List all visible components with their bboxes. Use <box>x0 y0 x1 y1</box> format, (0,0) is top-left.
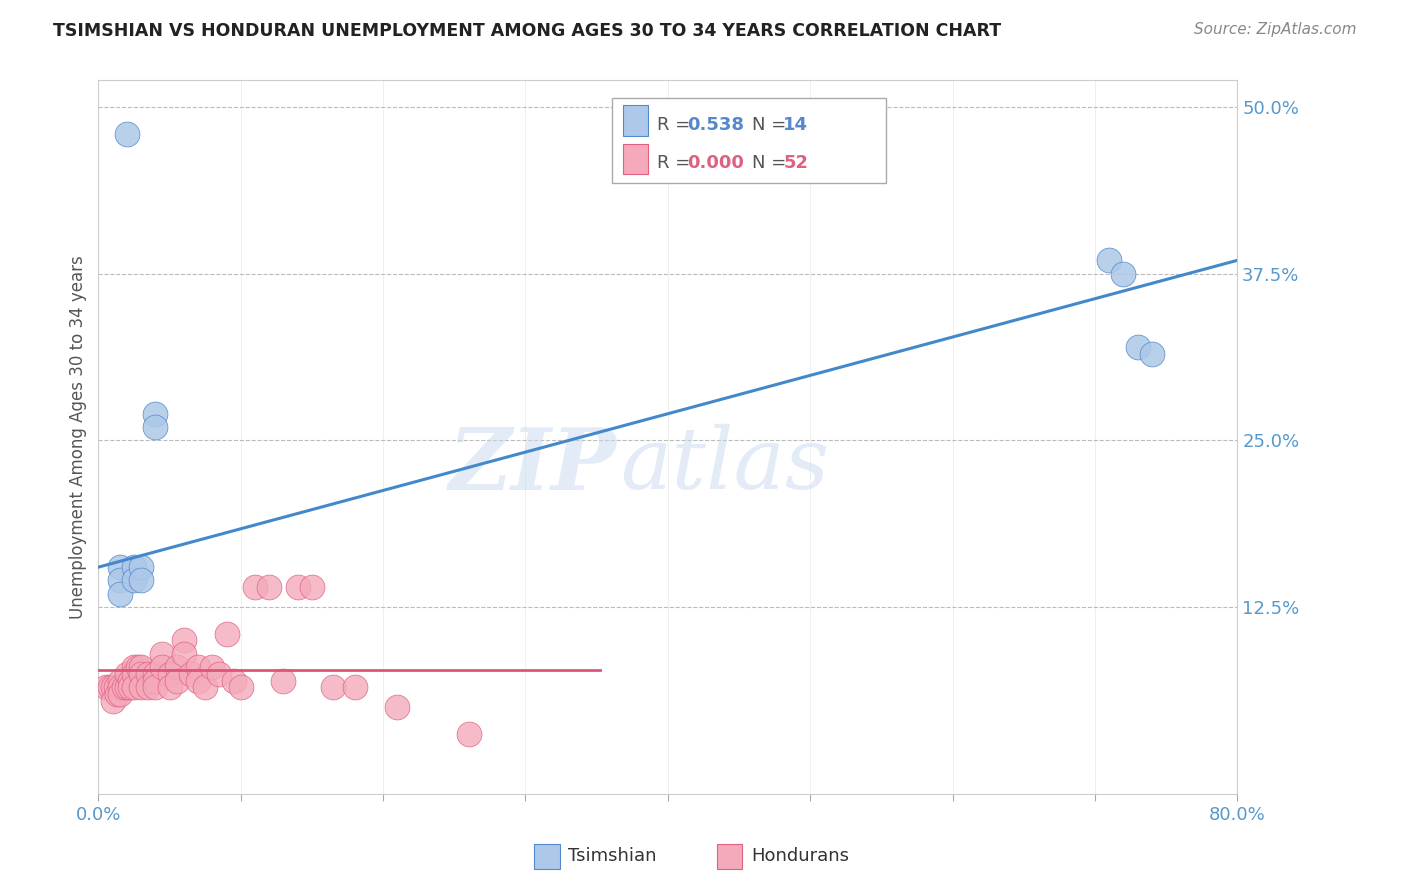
Point <box>129 660 152 674</box>
Point <box>112 680 135 694</box>
Y-axis label: Unemployment Among Ages 30 to 34 years: Unemployment Among Ages 30 to 34 years <box>69 255 87 619</box>
Point <box>173 633 195 648</box>
Point <box>108 687 131 701</box>
Point <box>145 407 167 421</box>
Point <box>343 680 366 694</box>
Point <box>122 680 145 694</box>
Point <box>101 680 124 694</box>
Point <box>115 666 138 681</box>
Point <box>387 700 409 714</box>
Point <box>222 673 245 688</box>
Point <box>136 666 159 681</box>
Point <box>187 673 209 688</box>
Point <box>1098 253 1121 268</box>
Point <box>129 574 152 588</box>
Point <box>208 666 231 681</box>
Point <box>1126 340 1149 354</box>
Point <box>129 666 152 681</box>
Point <box>301 580 323 594</box>
Text: R =: R = <box>657 154 696 172</box>
Point <box>122 666 145 681</box>
Text: 52: 52 <box>783 154 808 172</box>
Point <box>145 680 167 694</box>
Point <box>215 627 238 641</box>
Text: atlas: atlas <box>620 425 830 507</box>
Point <box>243 580 266 594</box>
Point <box>104 680 127 694</box>
Text: 0.538: 0.538 <box>688 116 745 134</box>
Point <box>201 660 224 674</box>
Point <box>108 680 131 694</box>
Point <box>152 647 174 661</box>
Point <box>115 680 138 694</box>
Point <box>129 680 152 694</box>
Point <box>180 666 202 681</box>
Point <box>1112 267 1135 281</box>
Text: R =: R = <box>657 116 696 134</box>
Point <box>108 673 131 688</box>
Text: ZIP: ZIP <box>449 424 617 508</box>
Point <box>108 560 131 574</box>
Text: N =: N = <box>752 154 792 172</box>
Point <box>259 580 281 594</box>
Text: Hondurans: Hondurans <box>751 847 849 865</box>
Point <box>145 666 167 681</box>
Point <box>127 660 149 674</box>
Point <box>166 660 188 674</box>
Point <box>194 680 217 694</box>
Text: 0.000: 0.000 <box>688 154 744 172</box>
Text: TSIMSHIAN VS HONDURAN UNEMPLOYMENT AMONG AGES 30 TO 34 YEARS CORRELATION CHART: TSIMSHIAN VS HONDURAN UNEMPLOYMENT AMONG… <box>53 22 1001 40</box>
Text: N =: N = <box>752 116 792 134</box>
Point <box>94 680 117 694</box>
Point <box>118 673 141 688</box>
Point <box>122 574 145 588</box>
Text: 14: 14 <box>783 116 808 134</box>
Point <box>287 580 309 594</box>
Point <box>108 574 131 588</box>
Point <box>322 680 344 694</box>
Point <box>152 660 174 674</box>
Point <box>457 727 479 741</box>
Point <box>122 660 145 674</box>
Point <box>159 666 181 681</box>
Point <box>98 680 121 694</box>
Point <box>105 687 128 701</box>
Text: Source: ZipAtlas.com: Source: ZipAtlas.com <box>1194 22 1357 37</box>
Point <box>159 680 181 694</box>
Point <box>273 673 295 688</box>
Point <box>166 673 188 688</box>
Point <box>229 680 252 694</box>
Point <box>136 680 159 694</box>
Point <box>118 680 141 694</box>
Point <box>108 587 131 601</box>
Point <box>122 560 145 574</box>
Point <box>173 647 195 661</box>
Point <box>101 693 124 707</box>
Point <box>129 560 152 574</box>
Point <box>145 420 167 434</box>
Text: Tsimshian: Tsimshian <box>568 847 657 865</box>
Point <box>145 673 167 688</box>
Point <box>115 127 138 141</box>
Point <box>1140 347 1163 361</box>
Point <box>187 660 209 674</box>
